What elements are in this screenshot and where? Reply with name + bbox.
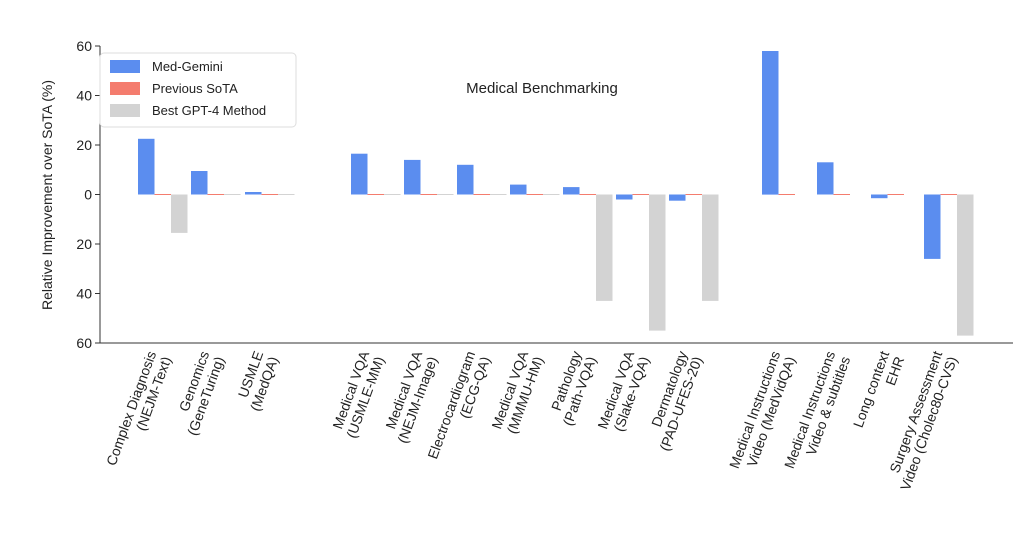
y-tick-label: 60 [76, 38, 92, 54]
legend-swatch-best-gpt4 [110, 104, 140, 117]
bar-6-series-2 [473, 194, 490, 195]
bar-7-series-1 [510, 184, 527, 195]
bar-1-series-2 [154, 194, 171, 195]
bar-1-series-1 [138, 138, 155, 195]
x-tick-labels: Complex Diagnosis(NEJM-Text) Genomics(Gen… [103, 348, 960, 492]
bar-1-series-3 [171, 194, 188, 233]
y-axis-label: Relative Improvement over SoTA (%) [39, 80, 55, 310]
bar-14-series-3 [957, 194, 974, 336]
x-tick-label-line: Long context [850, 349, 892, 430]
x-tick-label: USMLE(MedQA) [232, 349, 281, 413]
legend-label-med-gemini: Med-Gemini [152, 59, 223, 74]
bar-10-series-3 [702, 194, 719, 301]
y-tick-label: 20 [76, 137, 92, 153]
bar-11-series-1 [762, 51, 779, 195]
x-tick-label: Genomics(GeneTuring) [169, 349, 227, 438]
bar-3-series-1 [245, 192, 262, 195]
bar-10-series-2 [685, 194, 702, 195]
y-tick-label: 0 [84, 187, 92, 203]
legend-label-best-gpt4: Best GPT-4 Method [152, 103, 266, 118]
x-tick-label: Medical VQA(MMMU-HM) [488, 348, 546, 436]
bar-2-series-3 [224, 194, 241, 195]
y-tick-label: 20 [76, 236, 92, 252]
y-tick-label: 40 [76, 88, 92, 104]
bar-14-series-1 [924, 194, 941, 259]
chart-title: Medical Benchmarking [466, 80, 618, 97]
bars-layer [138, 51, 974, 336]
x-tick-label: Medical VQA(USMLE-MM) [328, 348, 388, 440]
bar-6-series-1 [457, 164, 474, 195]
legend-swatch-med-gemini [110, 60, 140, 73]
bar-2-series-2 [207, 194, 224, 195]
bar-7-series-3 [543, 194, 560, 195]
bar-5-series-3 [437, 194, 454, 195]
bar-7-series-2 [526, 194, 543, 195]
x-tick-label: Medical VQA(NEJM-Image) [379, 348, 440, 445]
bar-9-series-3 [649, 194, 666, 331]
y-tick-label: 60 [76, 335, 92, 351]
legend-label-previous-sota: Previous SoTA [152, 81, 238, 96]
bar-13-series-2 [887, 194, 904, 195]
bar-2-series-1 [191, 171, 208, 195]
bar-3-series-3 [278, 194, 295, 195]
bar-12-series-1 [817, 162, 834, 195]
legend: Med-Gemini Previous SoTA Best GPT-4 Meth… [99, 52, 297, 128]
bar-8-series-3 [596, 194, 613, 301]
x-tick-label: Pathology(Path-VQA) [544, 349, 599, 428]
bar-8-series-2 [579, 194, 596, 195]
legend-frame [99, 52, 297, 128]
bar-9-series-1 [616, 194, 633, 200]
x-tick-label: Complex Diagnosis(NEJM-Text) [103, 349, 174, 473]
x-tick-label: Medical VQA(Slake-VQA) [594, 348, 652, 436]
bar-12-series-2 [833, 194, 850, 195]
bar-4-series-1 [351, 153, 368, 195]
bar-5-series-1 [404, 159, 421, 195]
bar-3-series-2 [261, 194, 278, 195]
bar-10-series-1 [669, 194, 686, 201]
bar-13-series-1 [871, 194, 888, 199]
y-tick-label: 40 [76, 286, 92, 302]
bar-9-series-2 [632, 194, 649, 195]
bar-8-series-1 [563, 187, 580, 195]
bar-4-series-3 [384, 194, 401, 195]
legend-swatch-previous-sota [110, 82, 140, 95]
x-tick-label: Dermatology(PAD-UFES-20) [641, 349, 705, 453]
bar-11-series-2 [778, 194, 795, 195]
x-tick-label: Long contextEHR [850, 349, 908, 435]
bar-4-series-2 [367, 194, 384, 195]
bar-6-series-3 [490, 194, 507, 195]
bar-5-series-2 [420, 194, 437, 195]
bar-14-series-2 [940, 194, 957, 195]
